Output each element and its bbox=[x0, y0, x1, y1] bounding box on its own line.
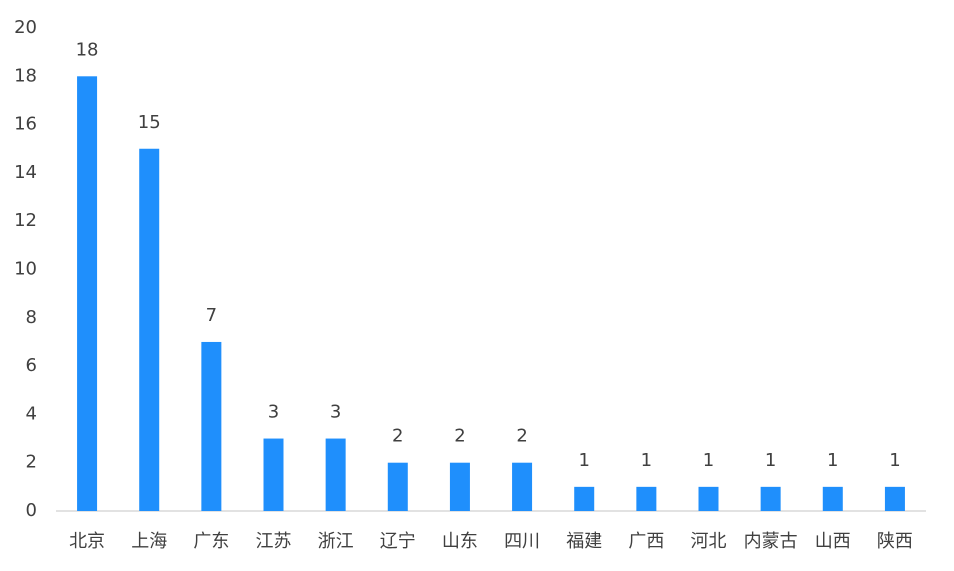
x-tick-label: 内蒙古 bbox=[744, 531, 798, 552]
x-tick-label: 辽宁 bbox=[380, 531, 416, 552]
y-tick-label: 6 bbox=[26, 355, 37, 376]
bar bbox=[139, 148, 160, 511]
bar bbox=[574, 486, 595, 511]
x-tick-label: 四川 bbox=[504, 531, 540, 552]
bar bbox=[512, 462, 533, 511]
x-tick-label: 北京 bbox=[69, 531, 105, 552]
bar bbox=[884, 486, 905, 511]
bar bbox=[325, 438, 346, 511]
x-tick-label: 广东 bbox=[193, 531, 229, 552]
y-tick-label: 10 bbox=[14, 259, 37, 280]
x-tick-label: 浙江 bbox=[318, 531, 354, 552]
bar bbox=[636, 486, 657, 511]
x-tick-label: 江苏 bbox=[256, 531, 292, 552]
value-label: 2 bbox=[392, 426, 403, 447]
bar bbox=[449, 462, 470, 511]
value-label: 1 bbox=[578, 450, 589, 471]
y-tick-label: 14 bbox=[14, 162, 37, 183]
bar bbox=[760, 486, 781, 511]
value-label: 3 bbox=[330, 402, 341, 423]
value-label: 15 bbox=[138, 112, 161, 133]
value-label: 2 bbox=[454, 426, 465, 447]
y-tick-label: 16 bbox=[14, 114, 37, 135]
y-tick-label: 12 bbox=[14, 210, 37, 231]
value-label: 18 bbox=[76, 39, 99, 60]
bar bbox=[698, 486, 719, 511]
x-tick-label: 山西 bbox=[815, 531, 851, 552]
value-label: 1 bbox=[889, 450, 900, 471]
x-tick-label: 上海 bbox=[131, 531, 167, 552]
y-tick-label: 8 bbox=[26, 307, 37, 328]
x-tick-label: 河北 bbox=[691, 531, 727, 552]
value-label: 1 bbox=[641, 450, 652, 471]
bar bbox=[822, 486, 843, 511]
value-label: 7 bbox=[206, 305, 217, 326]
x-tick-label: 陕西 bbox=[877, 531, 913, 552]
bar bbox=[77, 76, 98, 512]
value-label: 2 bbox=[516, 426, 527, 447]
bar bbox=[263, 438, 284, 511]
y-tick-label: 4 bbox=[26, 403, 37, 424]
bar bbox=[387, 462, 408, 511]
y-tick-label: 2 bbox=[26, 452, 37, 473]
y-tick-label: 0 bbox=[26, 500, 37, 521]
bar bbox=[201, 341, 222, 511]
value-label: 1 bbox=[765, 450, 776, 471]
x-tick-label: 山东 bbox=[442, 531, 478, 552]
y-tick-label: 20 bbox=[14, 17, 37, 38]
value-label: 1 bbox=[703, 450, 714, 471]
x-tick-label: 福建 bbox=[566, 531, 602, 552]
y-tick-label: 18 bbox=[14, 65, 37, 86]
value-label: 3 bbox=[268, 402, 279, 423]
x-tick-label: 广西 bbox=[628, 531, 664, 552]
value-label: 1 bbox=[827, 450, 838, 471]
